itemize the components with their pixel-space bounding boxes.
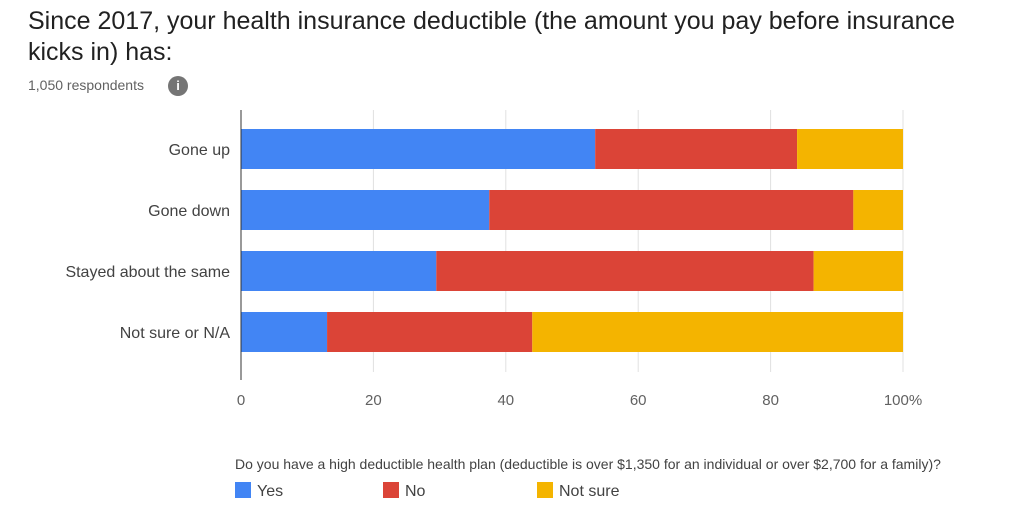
bar-segment <box>489 190 854 230</box>
x-tick-label: 80 <box>762 392 779 409</box>
category-label: Gone up <box>169 142 230 159</box>
category-label: Not sure or N/A <box>120 325 231 342</box>
bar-segment <box>813 251 903 291</box>
legend-item-yes[interactable]: Yes <box>235 482 283 501</box>
legend-label-not-sure: Not sure <box>559 483 620 500</box>
legend-swatch-yes <box>235 482 251 498</box>
legend-swatch-no <box>383 482 399 498</box>
respondents-count: 1,050 respondents <box>28 77 144 93</box>
x-tick-label: 0 <box>237 392 245 409</box>
legend-label-no: No <box>405 483 426 500</box>
x-tick-label: 20 <box>365 392 382 409</box>
legend-item-no[interactable]: No <box>383 482 425 501</box>
chart-title: Since 2017, your health insurance deduct… <box>28 7 955 66</box>
legend-label-yes: Yes <box>257 483 284 500</box>
x-tick-label: 40 <box>497 392 514 409</box>
bar-segment <box>241 251 437 291</box>
bar-segment <box>436 251 814 291</box>
bar-segment <box>532 312 903 352</box>
x-tick-label: 100% <box>884 392 922 409</box>
bar-segment <box>241 190 490 230</box>
bar-segment <box>797 129 903 169</box>
bar-segment <box>853 190 903 230</box>
stacked-bar-chart: 0 20 40 60 80 100% Gone up Gone down Stayed abou… <box>65 110 922 409</box>
legend-item-not-sure[interactable]: Not sure <box>537 482 619 501</box>
category-label: Stayed about the same <box>65 264 230 281</box>
x-tick-label: 60 <box>630 392 647 409</box>
bar-segment <box>327 312 533 352</box>
info-icon[interactable]: i <box>168 76 188 96</box>
legend-swatch-not-sure <box>537 482 553 498</box>
bar-segment <box>241 312 328 352</box>
bar-segment <box>595 129 798 169</box>
bar-segment <box>241 129 596 169</box>
legend-title: Do you have a high deductible health pla… <box>235 456 941 472</box>
category-label: Gone down <box>148 203 230 220</box>
